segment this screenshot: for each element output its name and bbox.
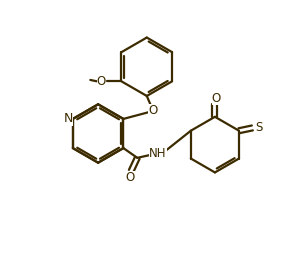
Text: N: N xyxy=(64,112,73,125)
Text: S: S xyxy=(255,121,263,134)
Text: O: O xyxy=(97,75,106,88)
Text: O: O xyxy=(212,92,221,105)
Text: NH: NH xyxy=(149,147,167,160)
Text: O: O xyxy=(149,104,158,117)
Text: O: O xyxy=(125,171,134,184)
